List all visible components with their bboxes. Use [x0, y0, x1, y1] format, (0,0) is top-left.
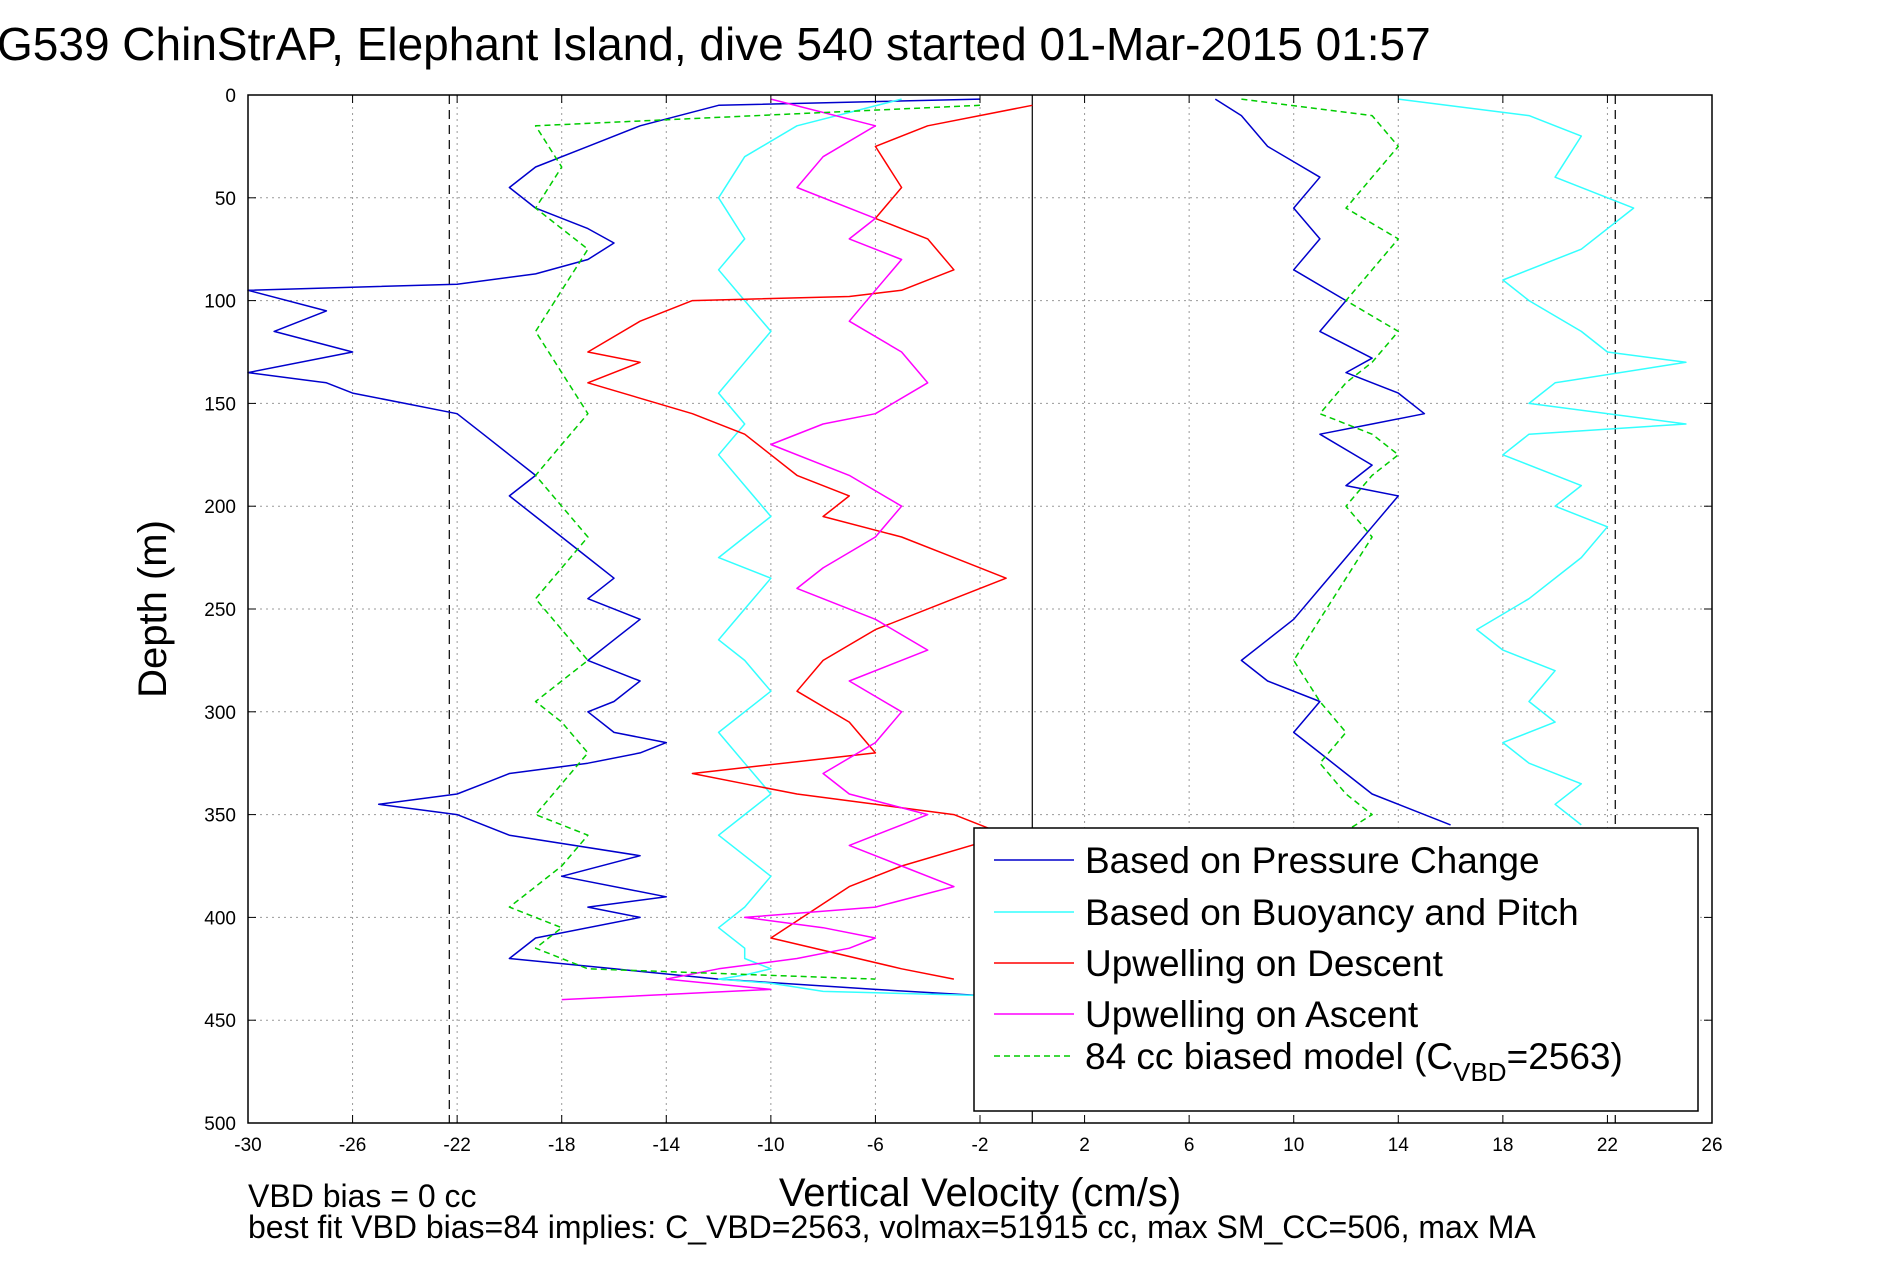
x-tick-label: 18: [1492, 1135, 1513, 1156]
series-line: [1398, 98, 1687, 826]
x-tick-label: 6: [1184, 1135, 1195, 1156]
chart-title: G539 ChinStrAP, Elephant Island, dive 54…: [0, 18, 1431, 70]
legend-label: Upwelling on Descent: [1085, 943, 1444, 984]
series-line: [587, 104, 1033, 980]
series-line: [508, 104, 981, 980]
x-tick-label: 2: [1079, 1135, 1090, 1156]
legend-label-main: 84 cc biased model (C: [1085, 1036, 1453, 1077]
legend-label: Upwelling on Ascent: [1085, 994, 1419, 1035]
legend-label: Based on Buoyancy and Pitch: [1085, 892, 1579, 933]
legend-label-main: Based on Buoyancy and Pitch: [1085, 892, 1579, 933]
y-tick-label: 250: [204, 600, 236, 621]
x-tick-label: -6: [867, 1135, 884, 1156]
legend-box: [973, 827, 1699, 1112]
y-tick-label: 100: [204, 292, 236, 313]
legend-label-main: Upwelling on Ascent: [1085, 994, 1419, 1035]
x-tick-label: 14: [1388, 1135, 1410, 1156]
series-layer: [247, 98, 1687, 1001]
y-tick-label: 150: [204, 394, 236, 415]
y-tick-label: 50: [215, 189, 236, 210]
series-line: [717, 98, 981, 997]
y-tick-label: 0: [225, 86, 236, 107]
x-tick-label: 22: [1597, 1135, 1618, 1156]
y-tick-label: 300: [204, 703, 236, 724]
x-tick-label: -22: [443, 1135, 470, 1156]
y-tick-label: 450: [204, 1011, 236, 1032]
y-tick-label: 200: [204, 497, 236, 518]
vbd-bias-note: VBD bias = 0 cc: [248, 1178, 477, 1214]
series-line: [1241, 98, 1400, 832]
x-tick-label: 10: [1283, 1135, 1304, 1156]
series-line: [247, 98, 981, 997]
x-tick-label: -2: [972, 1135, 989, 1156]
legend-label: 84 cc biased model (CVBD=2563): [1085, 1036, 1623, 1087]
x-tick-label: -14: [653, 1135, 681, 1156]
legend-label-suffix: =2563): [1507, 1036, 1623, 1077]
legend-label: Based on Pressure Change: [1085, 840, 1540, 881]
y-axis-label: Depth (m): [131, 520, 175, 698]
series-line: [1214, 98, 1451, 826]
x-tick-label: -18: [548, 1135, 575, 1156]
series-line: [561, 98, 955, 1001]
legend: Based on Pressure Change Based on Buoyanc…: [973, 827, 1699, 1112]
x-axis-label: Vertical Velocity (cm/s): [779, 1171, 1181, 1215]
legend-label-main: Based on Pressure Change: [1085, 840, 1540, 881]
legend-label-main: Upwelling on Descent: [1085, 943, 1444, 984]
y-tick-label: 500: [204, 1114, 236, 1135]
x-tick-label: 26: [1701, 1135, 1722, 1156]
ticks: -30 -26 -22 -18 -14 -10 -6 -2 2 6 10 14 18 22 26050100…: [204, 86, 1722, 1156]
y-tick-label: 350: [204, 806, 236, 827]
x-tick-label: -30: [234, 1135, 261, 1156]
x-tick-label: -10: [757, 1135, 784, 1156]
x-tick-label: -26: [339, 1135, 366, 1156]
y-tick-label: 400: [204, 908, 236, 929]
best-fit-note: best fit VBD bias=84 implies: C_VBD=2563…: [248, 1209, 1536, 1245]
legend-label-subscript: VBD: [1453, 1057, 1506, 1087]
